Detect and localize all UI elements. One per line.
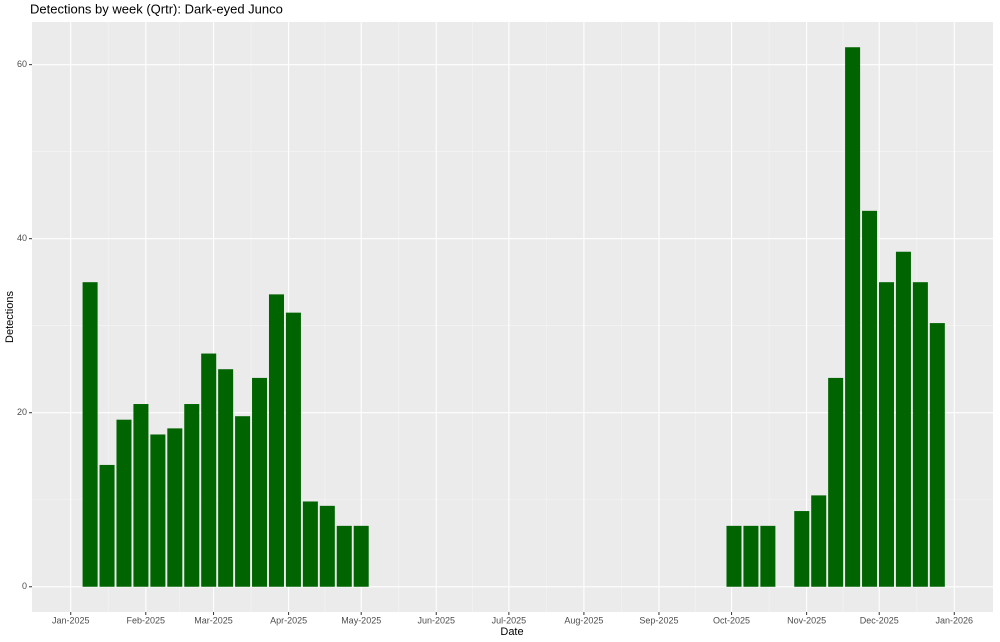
bar: [760, 525, 776, 587]
bar: [268, 294, 284, 587]
bar: [336, 525, 352, 587]
bar: [235, 416, 251, 587]
y-axis-label: Detections: [4, 291, 16, 343]
bar: [252, 377, 268, 587]
bar: [302, 501, 318, 587]
x-tick-label: Aug-2025: [564, 615, 603, 625]
bar: [794, 511, 810, 587]
y-tick-label: 20: [17, 407, 27, 417]
bars: [82, 47, 945, 587]
y-tick-label: 60: [17, 59, 27, 69]
bar: [929, 323, 945, 587]
bar: [201, 353, 217, 587]
x-tick-label: Mar-2025: [194, 615, 233, 625]
bar: [82, 282, 98, 587]
x-tick-label: Feb-2025: [127, 615, 166, 625]
x-tick-label: Oct-2025: [713, 615, 750, 625]
bar: [878, 282, 894, 587]
x-axis-label: Date: [500, 626, 523, 638]
x-tick-label: Dec-2025: [860, 615, 899, 625]
bar: [167, 428, 183, 587]
bar: [285, 312, 301, 587]
bar: [150, 434, 166, 587]
chart-title: Detections by week (Qrtr): Dark-eyed Jun…: [30, 1, 283, 16]
bar: [743, 525, 759, 587]
y-tick-label: 0: [22, 581, 27, 591]
x-tick-label: Jul-2025: [492, 615, 527, 625]
bar: [99, 464, 115, 587]
bar: [116, 419, 132, 587]
grid: [32, 22, 993, 612]
bar: [862, 210, 878, 587]
bar: [828, 377, 844, 587]
y-tick-label: 40: [17, 233, 27, 243]
x-tick-label: May-2025: [341, 615, 381, 625]
x-tick-label: Jan-2025: [52, 615, 90, 625]
x-tick-label: Apr-2025: [270, 615, 307, 625]
x-tick-label: Jan-2026: [936, 615, 974, 625]
x-tick-label: Sep-2025: [639, 615, 678, 625]
bar: [319, 505, 335, 587]
x-tick-label: Jun-2025: [417, 615, 455, 625]
bar: [811, 495, 827, 587]
bar: [184, 404, 200, 587]
bar: [353, 525, 369, 587]
bar: [895, 251, 911, 587]
bar: [845, 47, 861, 587]
x-tick-label: Nov-2025: [787, 615, 826, 625]
bar: [133, 404, 149, 587]
bar: [726, 525, 742, 587]
bar: [218, 369, 234, 587]
bar: [912, 282, 928, 587]
